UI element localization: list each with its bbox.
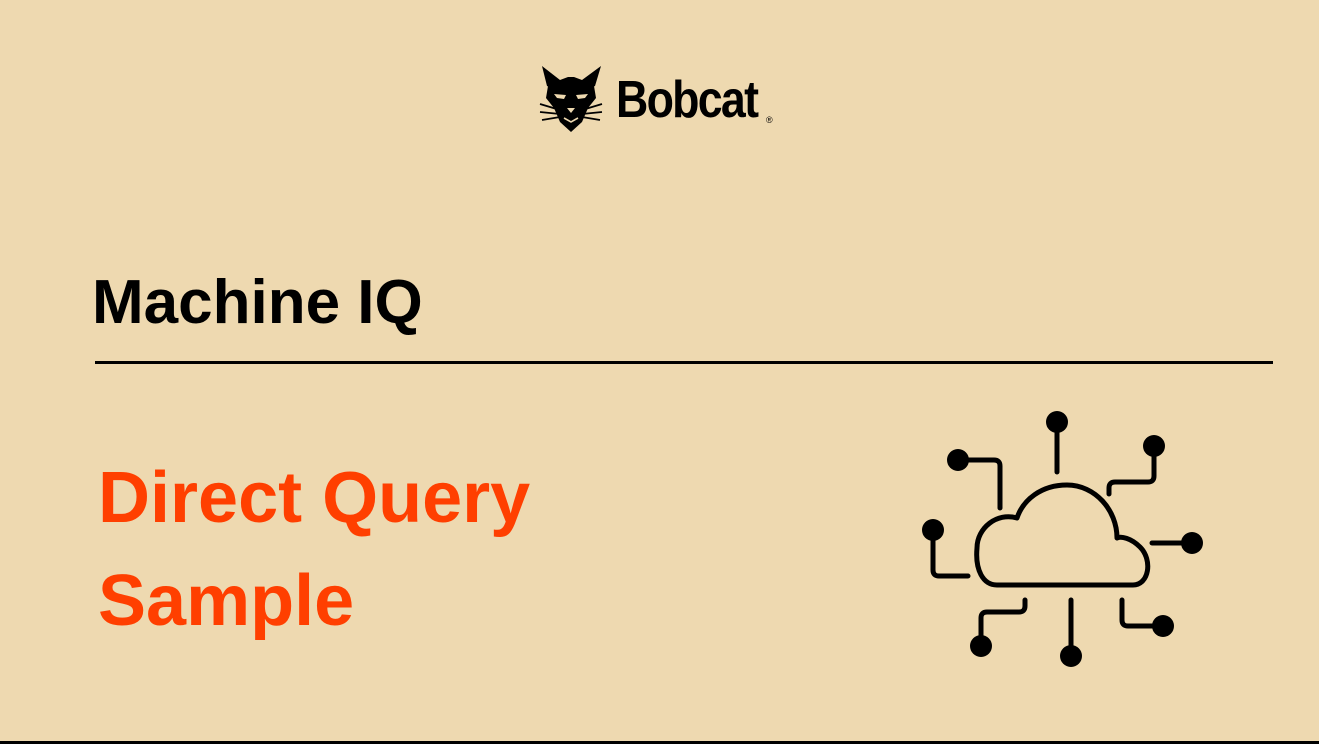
bobcat-head-icon [539, 66, 603, 132]
cloud-network-icon [922, 411, 1203, 667]
subtitle-line-1: Direct Query [98, 458, 531, 538]
page-title: Machine IQ [92, 268, 423, 337]
registered-mark: ® [766, 115, 773, 125]
page-subtitle: Direct Query Sample [98, 447, 530, 653]
bobcat-logo: Bobcat [538, 64, 780, 134]
brand-name: Bobcat [616, 71, 759, 129]
title-divider [95, 361, 1273, 364]
subtitle-line-2: Sample [98, 561, 355, 641]
